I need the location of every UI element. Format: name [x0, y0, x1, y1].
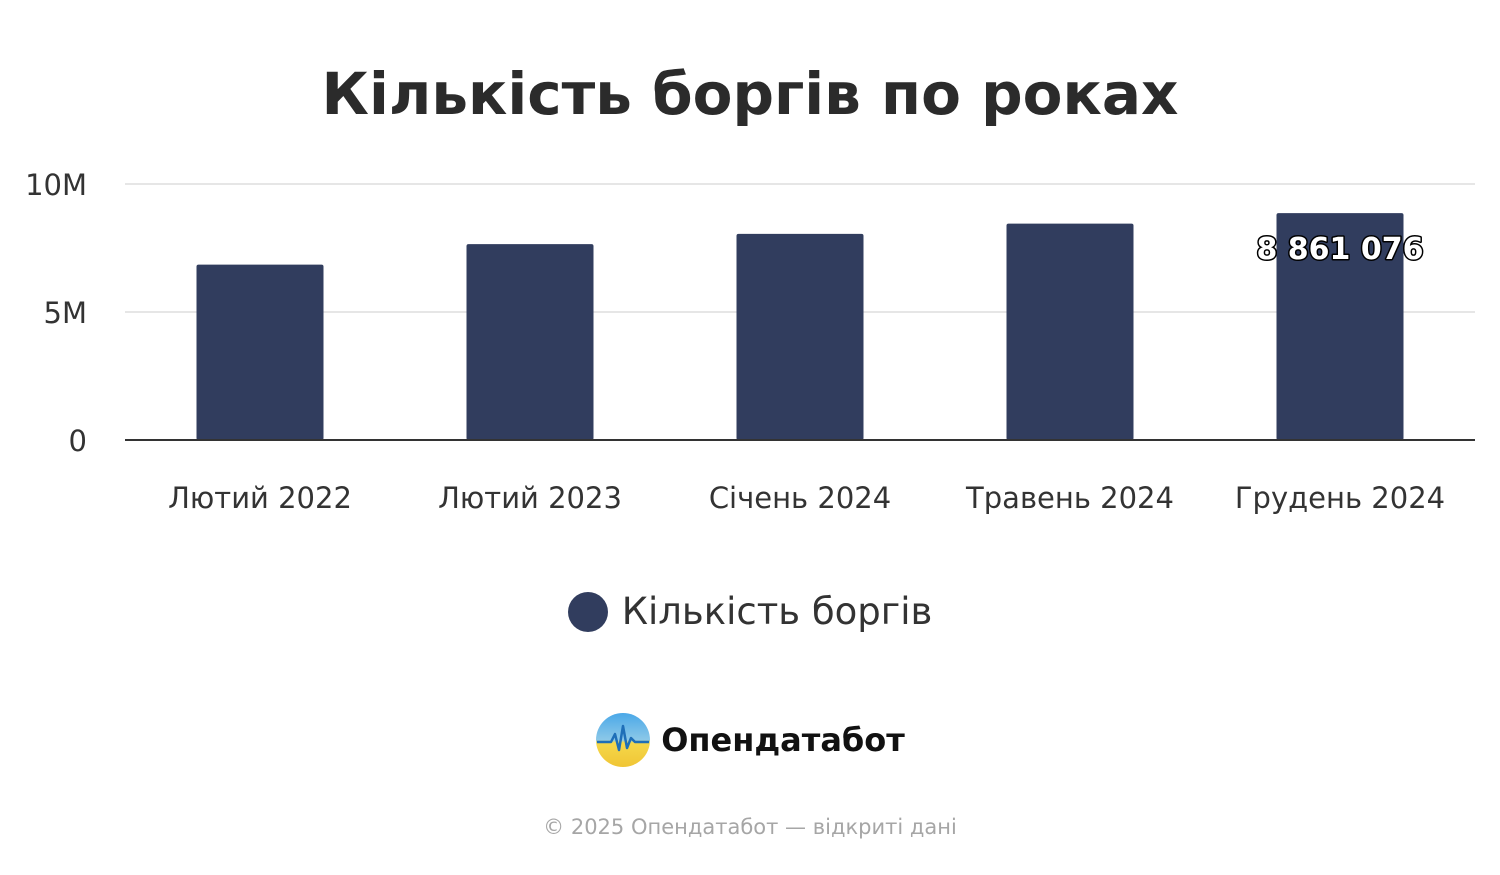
x-tick-label: Лютий 2023	[438, 481, 622, 515]
legend-label: Кількість боргів	[621, 590, 933, 633]
brand-name: Опендатабот	[661, 721, 905, 759]
bar-chart: 0 5M 10M Лютий 2022 Лютий 2023 Січень 2024 Тр…	[25, 168, 1475, 515]
data-label: 8 861 076	[1256, 232, 1423, 267]
y-tick-label: 5M	[44, 296, 87, 330]
data-labels: 8 861 076	[1255, 231, 1425, 269]
x-tick-label: Лютий 2022	[168, 481, 352, 515]
legend-swatch-icon	[567, 591, 608, 632]
brand: Опендатабот	[0, 712, 1500, 768]
x-tick-label: Травень 2024	[965, 481, 1174, 515]
opendatabot-logo-icon	[596, 713, 651, 767]
chart-title: Кількість боргів по роках	[321, 60, 1179, 128]
x-tick-label: Січень 2024	[709, 481, 891, 515]
footer-text: © 2025 Опендатабот — відкриті дані	[543, 815, 957, 839]
y-tick-label: 0	[69, 424, 87, 458]
x-axis-ticks: Лютий 2022 Лютий 2023 Січень 2024 Травень 2…	[168, 481, 1445, 515]
bars	[196, 213, 1404, 440]
bar[interactable]	[1276, 213, 1404, 440]
bar[interactable]	[1006, 223, 1134, 440]
bar[interactable]	[196, 264, 324, 440]
legend[interactable]: Кількість боргів	[0, 590, 1500, 633]
bar[interactable]	[466, 244, 594, 440]
y-axis-ticks: 0 5M 10M	[25, 168, 87, 458]
y-tick-label: 10M	[25, 168, 87, 202]
x-tick-label: Грудень 2024	[1235, 481, 1445, 515]
bar[interactable]	[736, 233, 864, 440]
